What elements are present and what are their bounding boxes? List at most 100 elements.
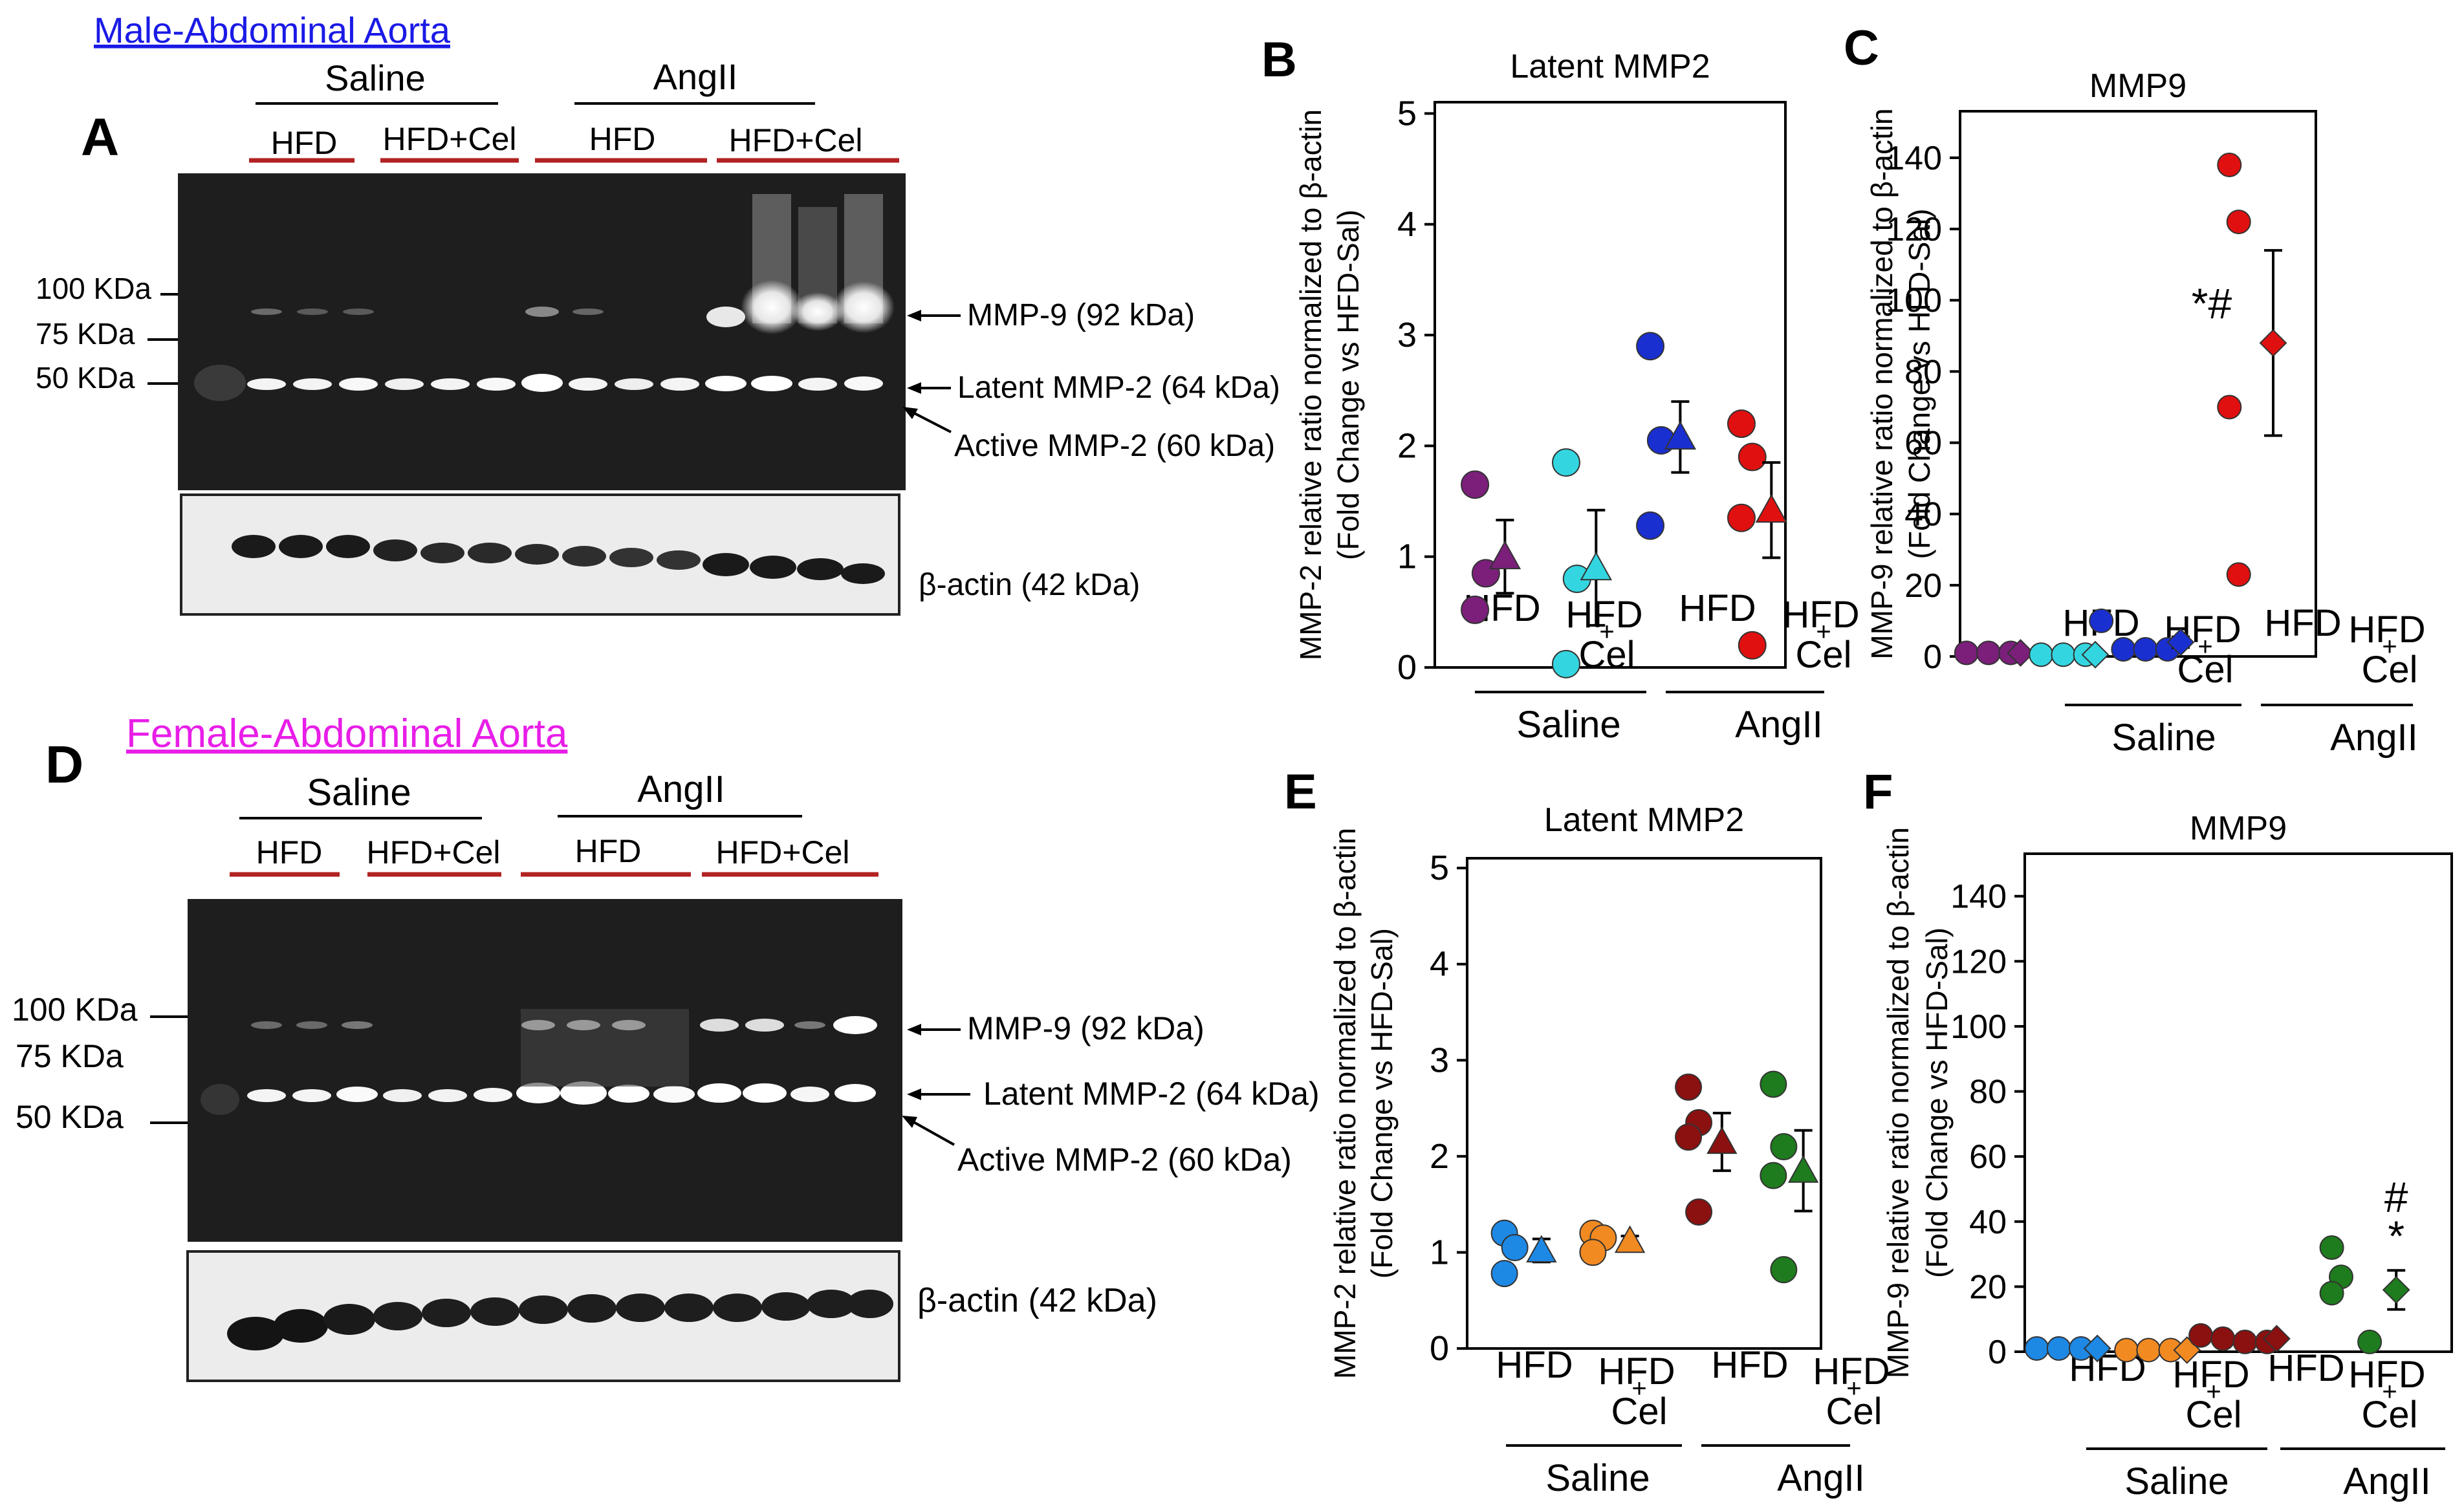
data-point [1738,631,1767,660]
y-tick-label: 4 [1430,945,1449,984]
y-tick-label: 120 [1886,211,1942,248]
y-tick-label: 100 [1950,1008,2007,1046]
x-category-label: Cel [2177,649,2233,691]
x-category-label: Cel [1795,634,1851,676]
data-point [2226,562,2251,587]
band-label-active-mmp2: Active MMP-2 (60 kDa) [957,1142,1292,1178]
data-point [1727,503,1756,532]
data-point [2217,395,2242,420]
panel-a-group-label: HFD+Cel [383,121,517,157]
mean-marker [2382,1276,2410,1304]
data-point [1551,649,1580,678]
panel-a-group-label: HFD+Cel [729,122,863,158]
data-point [1760,1070,1787,1098]
chart-e: E Latent MMP2 0 1 2 3 4 5 MMP-2 relative ratio n… [1284,764,1890,1499]
significance-annotation: # [2384,1173,2408,1221]
actin-bands [232,535,885,584]
panel-a-angii-label: AngII [653,56,738,97]
data-point [2029,642,2054,667]
arrow-icon [902,407,918,419]
y-tick-label: 100 [1886,282,1942,319]
data-point [2217,152,2242,177]
panel-d-group-label: HFD [575,833,642,869]
treatment-label: AngII [2330,717,2417,759]
y-tick-label: 0 [1397,648,1417,687]
y-tick-label: 3 [1397,316,1417,354]
treatment-label: Saline [1545,1457,1650,1499]
mmp9-bands [251,194,895,334]
significance-annotation: * [2388,1212,2404,1260]
treatment-label: AngII [2343,1460,2430,1502]
marker-label: 50 KDa [16,1099,124,1135]
marker-label: 75 KDa [36,317,135,351]
mean-marker [1614,1225,1646,1253]
mean-marker [1664,420,1697,450]
x-category-label: + [1631,1374,1646,1403]
band-label-latent-mmp2: Latent MMP-2 (64 kDa) [983,1076,1320,1112]
mean-marker [2166,628,2195,656]
data-point [1490,1260,1518,1288]
actin-bands [227,1290,893,1350]
x-category-label: HFD [2348,609,2425,651]
panel-letter: B [1261,32,1297,87]
y-tick-label: 0 [1988,1334,2007,1371]
panel-a-letter: A [81,108,119,167]
chart-b: B Latent MMP2 0 1 2 3 4 5 MMP-2 relative ratio n… [1261,32,1860,746]
marker-label: 75 KDa [16,1038,124,1074]
x-category-label: HFD [1813,1350,1890,1392]
x-category-label: + [1816,618,1831,646]
panel-d-title: Female-Abdominal Aorta [126,711,568,756]
mean-marker [1526,1235,1557,1263]
y-tick-label: 2 [1430,1137,1449,1176]
y-tick-label: 1 [1397,537,1417,576]
data-point [1976,640,2001,666]
x-category-label: Cel [1578,634,1635,676]
panel-d-saline-label: Saline [307,772,411,814]
x-category-label: HFD [2348,1354,2425,1396]
data-point [1685,1198,1713,1226]
data-point [2111,636,2136,662]
x-category-label: + [2382,1378,2397,1406]
data-point [2046,1336,2071,1361]
x-category-label: HFD [2264,602,2341,644]
y-tick-label: 120 [1950,943,2007,980]
data-point [2357,1329,2382,1354]
chart-title: MMP9 [2190,810,2287,847]
panel-a-group-label: HFD [589,121,656,157]
x-category-label: Cel [2361,649,2417,691]
data-point [1551,448,1580,477]
data-point [1738,442,1767,471]
data-point [2210,1326,2236,1351]
data-point [1461,470,1490,499]
plot-frame [1466,857,1822,1350]
mean-marker [2081,640,2110,669]
chart-f: F MMP9 0 20 40 60 80 100 120 140 MMP-9 relative ra… [1863,764,2453,1502]
y-axis-label: (Fold Change vs HFD-Sal) [1365,928,1399,1279]
mean-marker [2007,639,2034,667]
arrow-icon [907,310,921,321]
y-tick-label: 80 [1904,353,1942,391]
x-category-label: HFD [1679,587,1756,629]
data-point [1501,1234,1529,1262]
x-category-label: Cel [2185,1394,2241,1436]
plot-frame [2023,852,2453,1353]
plot-frame [1434,101,1787,669]
mean-marker [2262,1325,2291,1353]
y-axis-label: MMP-2 relative ratio normalized to β-act… [1294,109,1327,660]
panel-d-angii-label: AngII [637,768,725,810]
panel-a-group-label: HFD [271,125,338,161]
data-point [2024,1336,2049,1361]
data-point [2114,1337,2139,1363]
marker-label: 100 KDa [36,272,151,305]
data-point [1954,640,1979,666]
mmp9-bands [251,1009,877,1087]
arrow-icon [907,1088,921,1100]
data-point [1727,409,1756,439]
y-tick-label: 80 [1969,1074,2007,1111]
x-category-label: HFD [1565,594,1642,636]
mean-marker [1488,540,1521,570]
mmp2-latent-bands [247,374,883,392]
y-tick-label: 5 [1397,94,1417,133]
mmp2-latent-bands [247,1081,876,1105]
